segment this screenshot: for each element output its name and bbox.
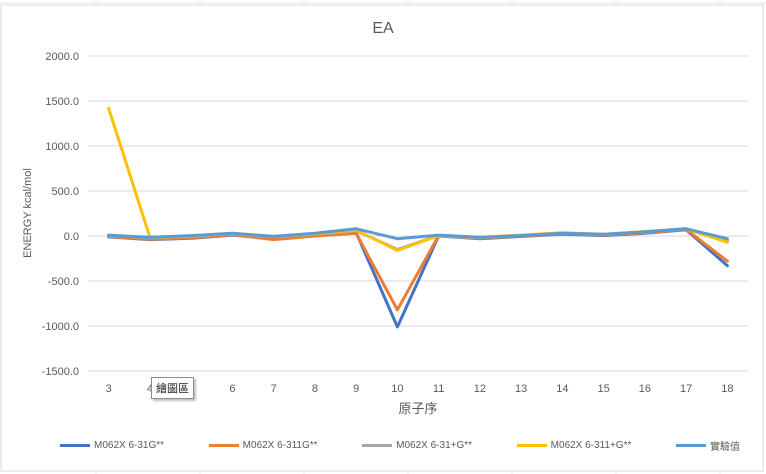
- x-tick-label: 16: [639, 383, 651, 395]
- y-tick-label: 2000.0: [45, 51, 79, 63]
- legend-swatch: [208, 443, 239, 447]
- x-tick-label: 14: [556, 383, 568, 395]
- legend-swatch: [362, 443, 393, 447]
- y-tick-label: -1500.0: [42, 366, 79, 378]
- x-tick-label: 4: [147, 383, 153, 395]
- legend-label: M062X 6-31+G**: [396, 439, 473, 451]
- legend-item[interactable]: M062X 6-311+G**: [516, 439, 632, 451]
- legend-item[interactable]: M062X 6-31+G**: [362, 440, 472, 451]
- legend-label: M062X 6-311G**: [242, 439, 318, 451]
- y-tick-label: -1000.0: [42, 321, 79, 333]
- x-tick-label: 17: [680, 383, 692, 395]
- chart-legend[interactable]: M062X 6-31G** M062X 6-311G** M062X 6-31+G*…: [60, 436, 740, 454]
- x-tick-label: 18: [721, 383, 733, 395]
- legend-item[interactable]: M062X 6-31G**: [60, 440, 164, 451]
- chart-title: EA: [372, 20, 394, 37]
- x-tick-label: 12: [474, 383, 486, 395]
- legend-item[interactable]: 實驗值: [676, 438, 740, 453]
- legend-swatch: [60, 443, 90, 447]
- legend-swatch: [516, 443, 547, 447]
- plot-area-tooltip: 繪圖區: [151, 377, 194, 399]
- legend-label: M062X 6-31G**: [94, 439, 165, 451]
- x-tick-label: 7: [271, 383, 277, 395]
- legend-label: M062X 6-311+G**: [550, 439, 632, 451]
- y-tick-label: 500.0: [51, 186, 79, 198]
- y-axis-label: ENERGY kcal/mol: [22, 168, 34, 258]
- y-tick-label: 0.0: [64, 231, 79, 243]
- x-tick-labels: 3456789101112131415161718: [106, 383, 734, 395]
- y-tick-label: 1500.0: [45, 96, 79, 108]
- x-tick-label: 13: [515, 383, 527, 395]
- legend-item[interactable]: M062X 6-311G**: [208, 439, 318, 451]
- series-line-5[interactable]: [107, 227, 729, 241]
- y-tick-label: 1000.0: [45, 141, 79, 153]
- series-lines: [107, 106, 729, 329]
- x-tick-label: 6: [229, 383, 235, 395]
- y-tick-label: -500.0: [48, 276, 79, 288]
- y-tick-labels: 2000.0 1500.0 1000.0 500.0 0.0 -500.0 -1000.0 -…: [42, 51, 79, 378]
- x-tick-label: 10: [391, 383, 403, 395]
- legend-swatch: [676, 443, 706, 447]
- x-tick-label: 11: [433, 383, 444, 395]
- x-tick-label: 9: [353, 383, 359, 395]
- x-tick-label: 3: [106, 383, 112, 395]
- legend-label: 實驗值: [710, 441, 740, 453]
- x-tick-label: 8: [312, 383, 318, 395]
- x-tick-label: 15: [598, 383, 610, 395]
- x-axis-label: 原子序: [398, 402, 437, 417]
